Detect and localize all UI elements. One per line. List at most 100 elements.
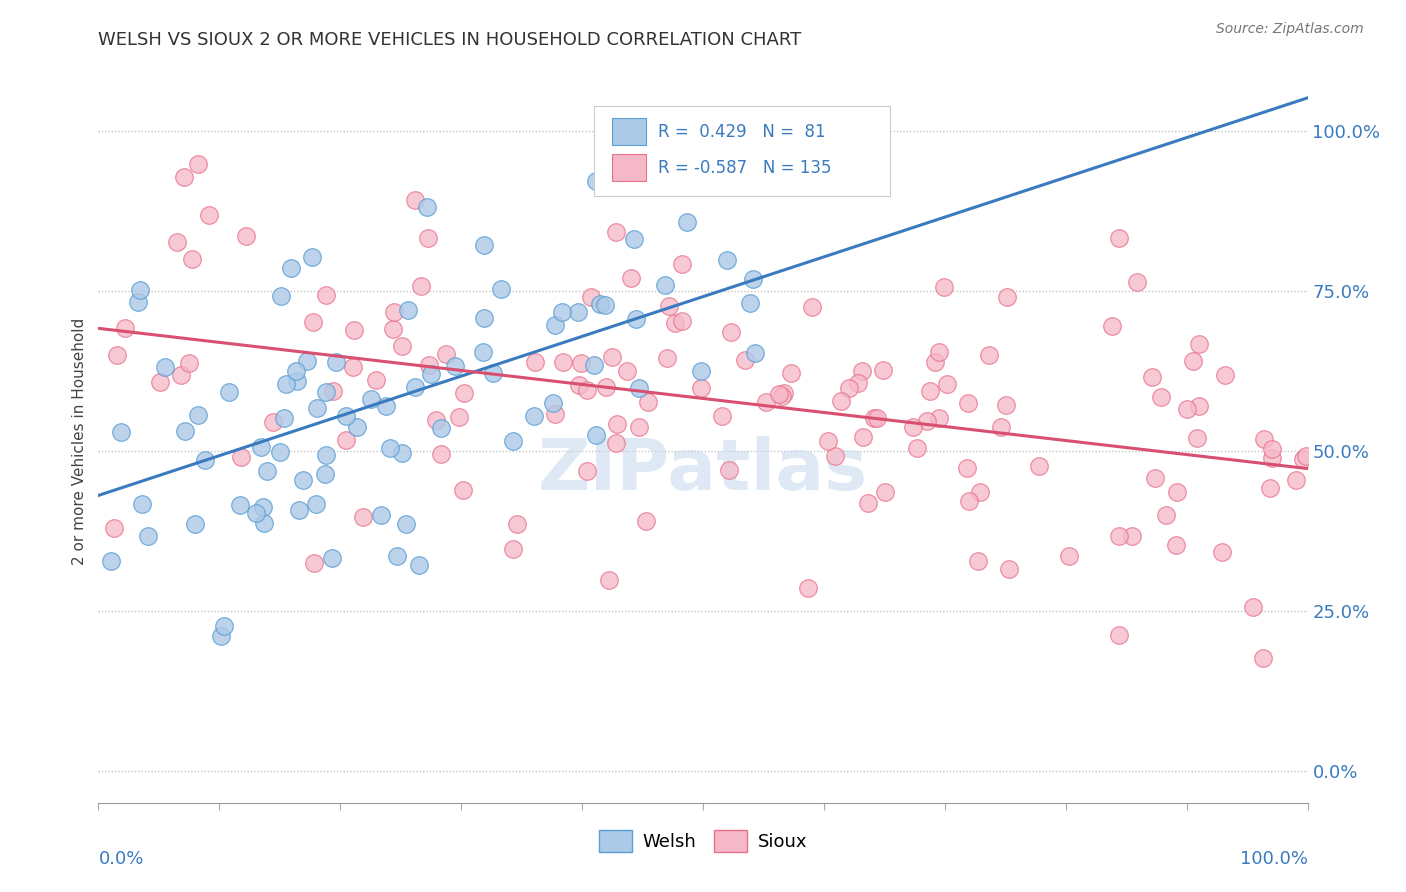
Point (772, 389, 794, 403)
Point (654, 277, 676, 292)
Point (395, 516, 418, 531)
Point (595, 380, 617, 394)
Point (274, 376, 297, 391)
Text: Source: ZipAtlas.com: Source: ZipAtlas.com (1216, 22, 1364, 37)
Text: 0.0%: 0.0% (98, 850, 143, 868)
Point (969, 484, 991, 499)
Point (956, 395, 979, 409)
Point (544, 408, 567, 422)
Point (170, 368, 193, 383)
Y-axis label: 2 or more Vehicles in Household: 2 or more Vehicles in Household (72, 318, 87, 566)
Point (551, 355, 574, 369)
Point (1108, 231, 1130, 245)
Point (710, 409, 733, 424)
Text: ZIPatlas: ZIPatlas (538, 436, 868, 505)
Point (846, 376, 869, 391)
Point (343, 323, 366, 337)
Point (430, 447, 453, 461)
Point (675, 214, 697, 228)
Point (852, 430, 875, 444)
Point (382, 305, 405, 319)
Point (155, 359, 177, 374)
Point (430, 420, 453, 434)
Point (416, 230, 439, 244)
Point (797, 581, 820, 595)
Point (1188, 337, 1211, 351)
Point (593, 298, 616, 312)
Point (1150, 390, 1173, 404)
Point (744, 345, 766, 359)
Point (1057, 549, 1080, 563)
Point (716, 252, 738, 267)
Point (425, 413, 447, 427)
Point (1154, 508, 1177, 522)
Point (658, 299, 681, 313)
Point (740, 295, 762, 310)
Point (482, 366, 505, 380)
Point (780, 366, 803, 380)
Point (305, 497, 328, 511)
Point (228, 499, 250, 513)
Point (524, 355, 547, 369)
Point (149, 375, 172, 389)
Point (567, 305, 589, 319)
Point (180, 252, 202, 267)
Point (1181, 354, 1204, 368)
Point (285, 374, 308, 388)
Point (585, 174, 607, 188)
Point (1295, 449, 1317, 463)
Point (447, 410, 470, 425)
Point (325, 355, 347, 369)
Point (1126, 276, 1149, 290)
Point (270, 289, 292, 303)
Point (198, 208, 221, 222)
Point (110, 425, 132, 440)
Point (1166, 537, 1188, 551)
Point (105, 348, 128, 362)
Point (472, 344, 495, 359)
Point (100, 554, 122, 568)
Point (212, 619, 235, 633)
Point (1213, 368, 1236, 383)
Point (173, 170, 195, 185)
Point (872, 363, 894, 377)
Point (977, 348, 1000, 362)
Point (179, 356, 201, 370)
Point (269, 445, 291, 459)
Point (905, 441, 928, 455)
Point (1108, 528, 1130, 542)
Point (1261, 442, 1284, 457)
Point (385, 549, 408, 563)
Point (382, 322, 405, 336)
Point (315, 384, 337, 399)
Point (717, 463, 740, 477)
Point (997, 562, 1019, 576)
Point (288, 503, 311, 517)
Point (396, 302, 419, 317)
Point (636, 515, 658, 529)
Point (957, 494, 980, 508)
Point (451, 483, 474, 497)
Point (605, 225, 627, 239)
Point (866, 410, 889, 425)
Point (995, 398, 1018, 412)
Point (335, 409, 357, 423)
Point (183, 516, 205, 531)
Point (720, 325, 742, 339)
FancyBboxPatch shape (613, 118, 647, 145)
Point (231, 450, 253, 464)
Point (956, 461, 979, 475)
Point (187, 408, 209, 422)
Point (1028, 459, 1050, 474)
Point (917, 414, 939, 428)
Point (391, 339, 413, 353)
Point (502, 542, 524, 557)
Point (370, 508, 392, 522)
Point (506, 516, 529, 531)
Point (579, 290, 602, 304)
Point (935, 377, 957, 392)
Point (606, 417, 628, 431)
Point (671, 257, 693, 271)
Point (252, 500, 274, 515)
Point (194, 452, 217, 467)
